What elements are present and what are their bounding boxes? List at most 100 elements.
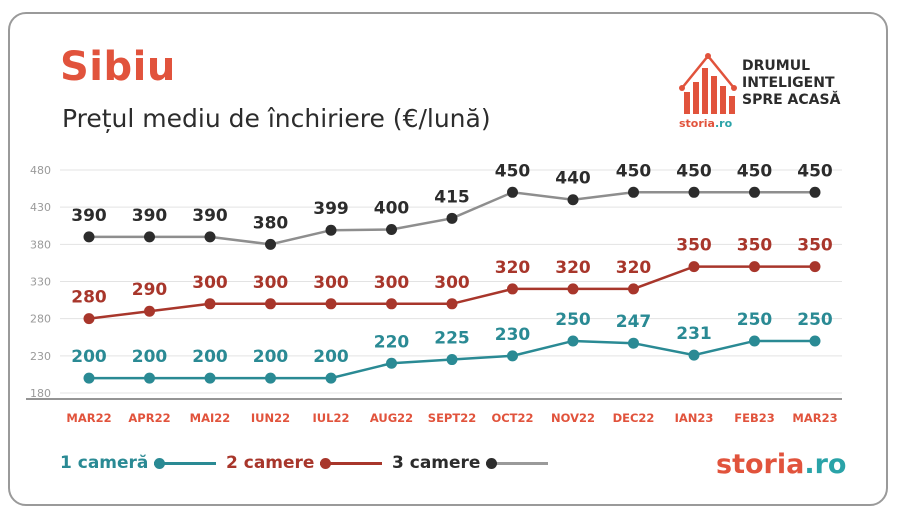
data-point-1-camera (688, 349, 700, 361)
data-point-1-camera (749, 335, 760, 347)
data-point-3-camere (507, 186, 518, 198)
tagline-line-3: SPRE ACASĂ (742, 92, 841, 108)
tagline-line-2: INTELIGENT (742, 75, 835, 91)
data-point-1-camera (204, 372, 216, 384)
data-point-3-camere (204, 231, 216, 243)
data-label-2-camere: 290 (132, 280, 168, 300)
chart-title: Sibiu (60, 44, 176, 90)
data-label-2-camere: 280 (71, 288, 107, 308)
x-tick-label: FEB23 (734, 411, 774, 425)
data-point-3-camere (144, 231, 155, 243)
data-point-3-camere (325, 224, 337, 236)
data-label-3-camere: 415 (434, 187, 470, 207)
y-tick-label: 180 (30, 387, 51, 400)
data-point-1-camera (567, 335, 579, 347)
data-point-2-camere (265, 298, 276, 310)
x-tick-label: MAI22 (190, 411, 231, 425)
data-point-1-camera (446, 354, 458, 366)
x-tick-label: OCT22 (491, 411, 533, 425)
data-label-2-camere: 350 (797, 236, 833, 256)
storia-logo: storia.ro (716, 449, 847, 480)
data-point-3-camere (446, 212, 458, 224)
data-label-3-camere: 390 (132, 206, 168, 226)
data-label-1-camera: 231 (676, 324, 712, 344)
legend-swatch-2-camere (320, 457, 383, 469)
chart-card (8, 12, 888, 506)
data-point-2-camere (386, 298, 397, 310)
data-label-1-camera: 200 (313, 347, 349, 367)
data-label-1-camera: 220 (374, 332, 410, 352)
data-label-2-camere: 300 (374, 273, 410, 293)
data-label-3-camere: 399 (313, 199, 349, 219)
data-label-1-camera: 247 (616, 312, 652, 332)
legend-item-2-camere: 2 camere (226, 451, 383, 475)
brand-tagline: DRUMUL INTELIGENT SPRE ACASĂ (742, 58, 840, 109)
chart-subtitle: Prețul mediu de închiriere (€/lună) (62, 104, 491, 133)
y-tick-label: 430 (30, 201, 51, 214)
x-tick-label: DEC22 (613, 411, 655, 425)
legend-label-3-camere: 3 camere (392, 453, 481, 473)
data-label-3-camere: 450 (737, 161, 773, 181)
data-point-2-camere (83, 313, 95, 325)
data-point-2-camere (628, 283, 639, 295)
data-label-1-camera: 200 (192, 347, 228, 367)
data-point-1-camera (386, 357, 397, 369)
data-label-2-camere: 350 (676, 236, 712, 256)
y-tick-label: 230 (30, 350, 51, 363)
data-point-3-camere (628, 186, 639, 198)
data-label-3-camere: 450 (616, 161, 652, 181)
data-label-2-camere: 300 (253, 273, 289, 293)
x-tick-label: APR22 (128, 411, 170, 425)
x-tick-label: AUG22 (370, 411, 413, 425)
data-label-3-camere: 390 (192, 206, 228, 226)
data-label-1-camera: 200 (253, 347, 289, 367)
x-tick-label: MAR22 (66, 411, 111, 425)
data-point-2-camere (688, 261, 700, 273)
data-label-2-camere: 320 (495, 258, 531, 278)
data-label-1-camera: 250 (737, 310, 773, 330)
data-label-3-camere: 400 (374, 198, 410, 218)
x-tick-label: IUL22 (313, 411, 350, 425)
legend-swatch-3-camere (486, 457, 549, 469)
data-label-3-camere: 390 (71, 206, 107, 226)
data-point-1-camera (325, 372, 337, 384)
data-label-1-camera: 200 (132, 347, 168, 367)
data-label-2-camere: 320 (555, 258, 591, 278)
data-label-3-camere: 440 (555, 169, 591, 189)
x-tick-label: SEPT22 (428, 411, 476, 425)
data-point-2-camere (204, 298, 216, 310)
data-point-2-camere (567, 283, 579, 295)
data-label-3-camere: 450 (676, 161, 712, 181)
brand-logo-small: storia.ro (679, 117, 733, 130)
data-label-2-camere: 300 (192, 273, 228, 293)
data-point-1-camera (507, 350, 518, 362)
data-point-1-camera (83, 372, 95, 384)
data-label-2-camere: 350 (737, 236, 773, 256)
data-point-2-camere (809, 261, 821, 273)
data-point-3-camere (386, 223, 397, 235)
data-label-1-camera: 225 (434, 329, 470, 349)
data-label-2-camere: 300 (434, 273, 470, 293)
data-point-3-camere (749, 186, 760, 198)
y-tick-label: 330 (30, 276, 51, 289)
legend-label-2-camere: 2 camere (226, 453, 315, 473)
data-point-3-camere (83, 231, 95, 243)
data-label-3-camere: 450 (797, 161, 833, 181)
data-label-1-camera: 200 (71, 347, 107, 367)
data-point-1-camera (628, 337, 639, 349)
data-point-3-camere (688, 186, 700, 198)
data-label-3-camere: 380 (253, 213, 289, 233)
data-point-1-camera (144, 372, 155, 384)
data-point-1-camera (265, 372, 276, 384)
legend-item-1-camera: 1 cameră (60, 451, 217, 475)
data-label-2-camere: 300 (313, 273, 349, 293)
data-label-1-camera: 250 (797, 310, 833, 330)
data-point-2-camere (325, 298, 337, 310)
legend-item-3-camere: 3 camere (392, 451, 549, 475)
y-tick-label: 480 (30, 164, 51, 177)
x-tick-label: NOV22 (551, 411, 595, 425)
data-label-1-camera: 250 (555, 310, 591, 330)
data-label-3-camere: 450 (495, 161, 531, 181)
data-point-2-camere (507, 283, 518, 295)
